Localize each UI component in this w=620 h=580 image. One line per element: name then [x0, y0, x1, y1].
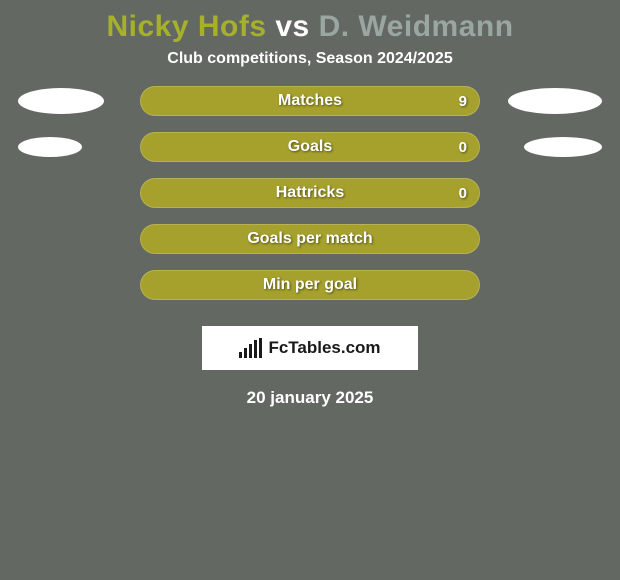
stat-label: Matches — [278, 92, 342, 110]
logo-chart-icon — [239, 338, 262, 358]
stat-bar: Hattricks 0 — [140, 178, 480, 208]
stat-rows: Matches 9 Goals 0 Hattricks 0 Goals per match M… — [0, 86, 620, 316]
stat-bar: Min per goal — [140, 270, 480, 300]
stat-row: Matches 9 — [0, 86, 620, 132]
ellipse-right — [524, 137, 602, 157]
logo-suffix: Tables.com — [288, 338, 380, 357]
stat-label: Hattricks — [276, 184, 344, 202]
stat-row: Min per goal — [0, 270, 620, 316]
player-b-name: D. Weidmann — [319, 10, 514, 43]
stat-label: Min per goal — [263, 276, 357, 294]
stat-label: Goals per match — [247, 230, 372, 248]
logo-prefix: Fc — [268, 338, 288, 357]
stat-bar: Goals per match — [140, 224, 480, 254]
ellipse-left — [18, 137, 82, 157]
page-title: Nicky Hofs vs D. Weidmann — [0, 0, 620, 50]
vs-label: vs — [275, 10, 309, 43]
stat-row: Goals per match — [0, 224, 620, 270]
ellipse-left — [18, 88, 104, 114]
date-label: 20 january 2025 — [0, 388, 620, 408]
stat-bar: Matches 9 — [140, 86, 480, 116]
ellipse-right — [508, 88, 602, 114]
comparison-card: Nicky Hofs vs D. Weidmann Club competiti… — [0, 0, 620, 580]
logo-text: FcTables.com — [268, 338, 380, 358]
subtitle: Club competitions, Season 2024/2025 — [0, 50, 620, 86]
stat-value: 9 — [459, 93, 467, 110]
player-a-name: Nicky Hofs — [106, 10, 266, 43]
stat-value: 0 — [459, 139, 467, 156]
stat-value: 0 — [459, 185, 467, 202]
stat-row: Goals 0 — [0, 132, 620, 178]
stat-row: Hattricks 0 — [0, 178, 620, 224]
stat-bar: Goals 0 — [140, 132, 480, 162]
logo-box: FcTables.com — [202, 326, 418, 370]
stat-label: Goals — [288, 138, 332, 156]
